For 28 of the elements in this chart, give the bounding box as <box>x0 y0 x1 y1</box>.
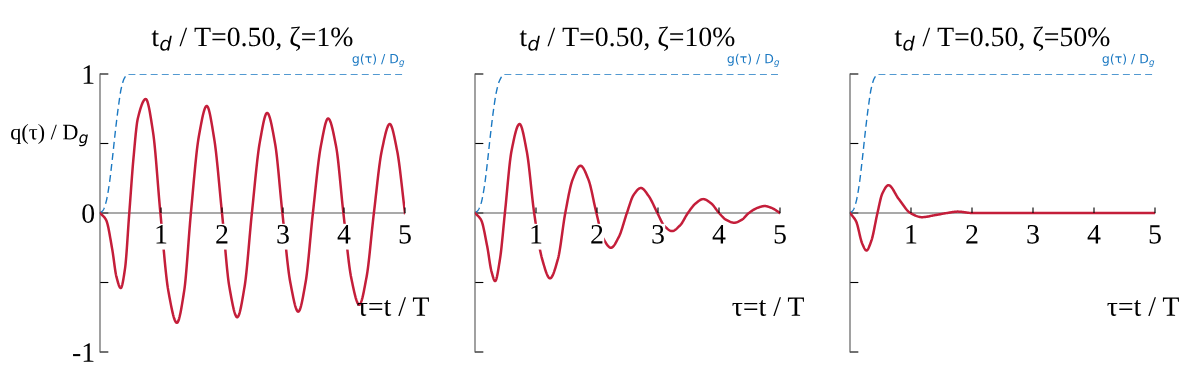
x-tick-label: 2 <box>966 224 978 244</box>
series-label: g(τ) / D$_{g}$ <box>1102 53 1155 68</box>
x-tick-label: 5 <box>1149 225 1161 244</box>
x-tick-label: 2 <box>216 224 228 244</box>
x-axis-title: τ=t / T <box>1107 297 1179 316</box>
x-tick-label: 4 <box>712 225 726 244</box>
y-tick-label: -1 <box>73 343 94 362</box>
x-tick-label: 4 <box>337 225 351 244</box>
series-label: g(τ) / D$_{g}$ <box>352 53 405 68</box>
series-label: g(τ) / D$_{g}$ <box>727 53 780 68</box>
x-tick-label: 4 <box>1087 225 1101 244</box>
x-tick-label: 2 <box>591 224 603 244</box>
x-tick-label: 5 <box>774 225 786 244</box>
chart-title: t$_{d}$ / T=0.50, ζ=1% <box>151 26 353 51</box>
x-axis-title: τ=t / T <box>357 297 429 316</box>
chart-title: t$_{d}$ / T=0.50, ζ=10% <box>519 26 735 51</box>
x-tick-label: 3 <box>277 224 289 244</box>
x-tick-label: 1 <box>531 225 542 244</box>
x-tick-label: 1 <box>156 225 167 244</box>
y-axis-title: q(τ) / D$_{g}$ <box>11 123 88 147</box>
chart-title: t$_{d}$ / T=0.50, ζ=50% <box>894 26 1110 51</box>
x-tick-label: 3 <box>1027 224 1039 244</box>
x-axis-title: τ=t / T <box>732 297 804 316</box>
y-tick-label: 0 <box>82 204 95 223</box>
x-tick-label: 1 <box>906 225 917 244</box>
x-tick-label: 3 <box>652 224 664 244</box>
y-tick-label: 1 <box>83 65 94 84</box>
x-tick-label: 5 <box>399 225 411 244</box>
